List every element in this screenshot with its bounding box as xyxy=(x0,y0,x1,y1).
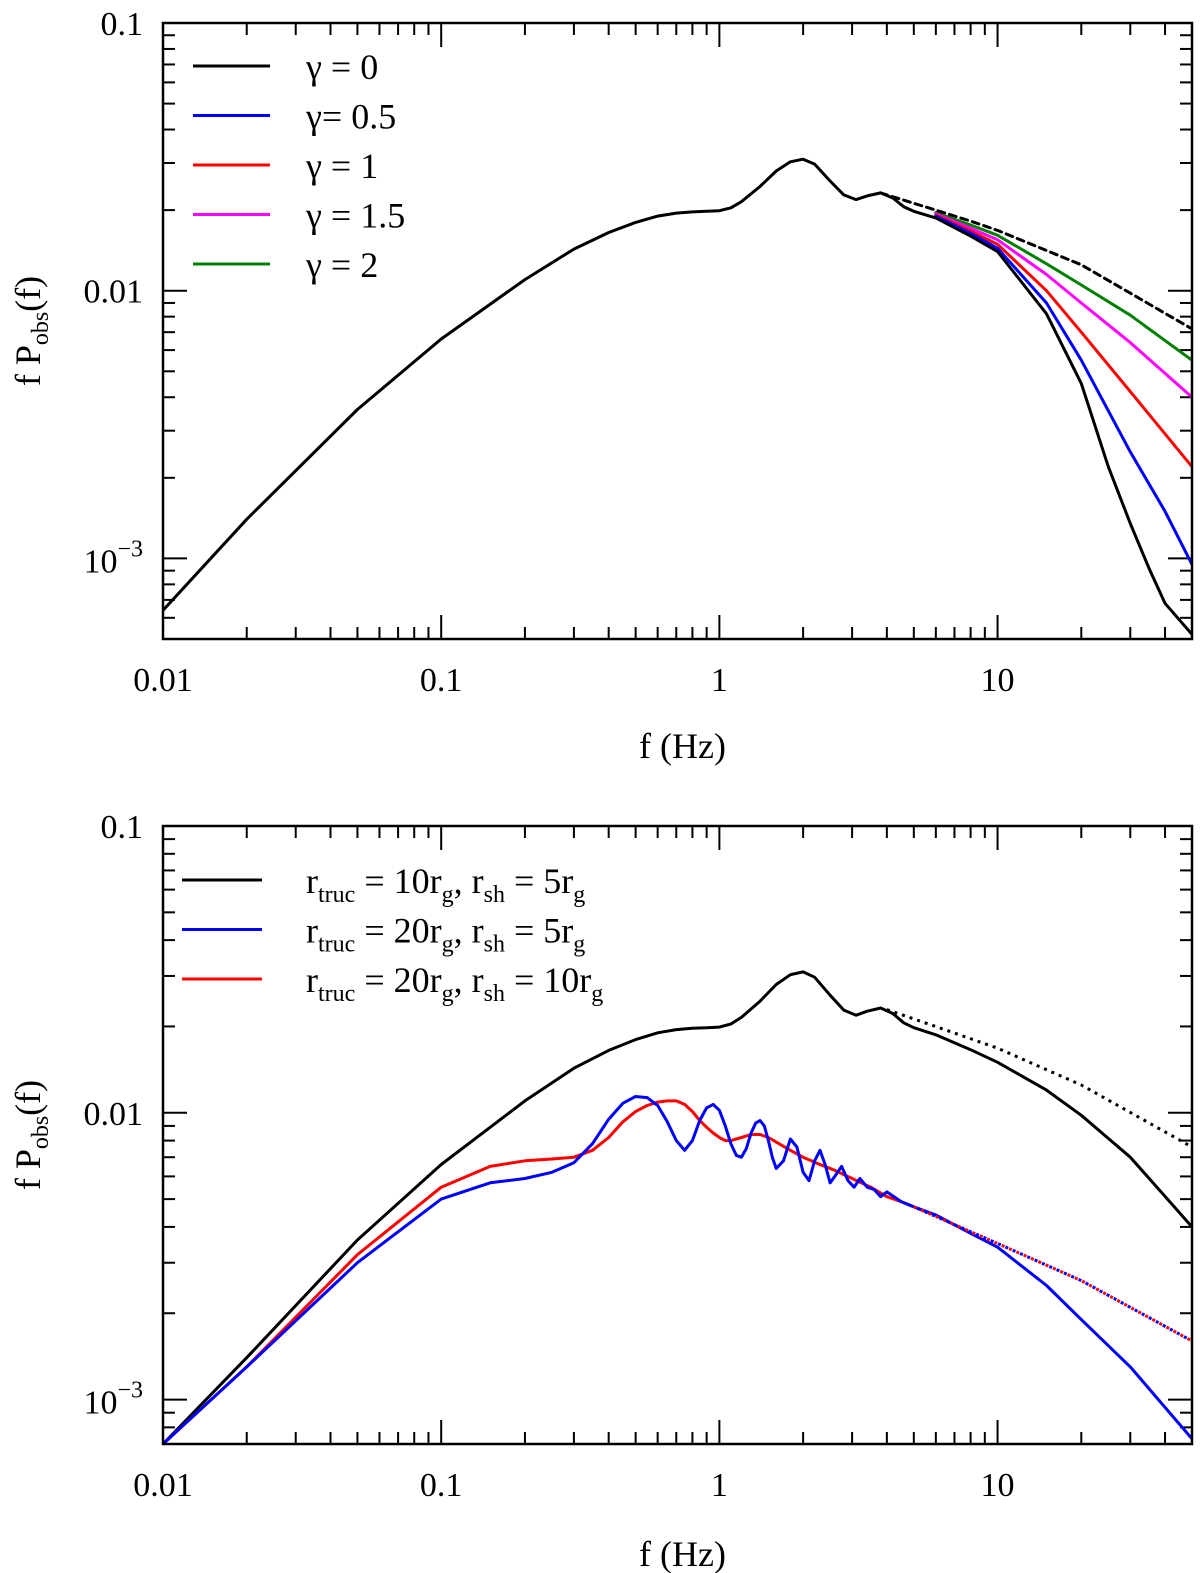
series-line-3 xyxy=(163,1099,916,1444)
legend-entry-subscript: sh xyxy=(484,981,505,1007)
series-line-5 xyxy=(879,191,1192,331)
x-axis-label: f (Hz) xyxy=(639,726,726,766)
series-line-6 xyxy=(163,157,1192,636)
legend-entry-part: , r xyxy=(454,960,484,1000)
x-tick-label: 0.01 xyxy=(133,1467,193,1504)
tick-marks xyxy=(162,22,1193,640)
legend: γ = 0 γ= 0.5 γ = 1 γ = 1.5 γ = 2 xyxy=(193,47,405,285)
series-line-4 xyxy=(934,214,1192,566)
x-tick-label: 0.1 xyxy=(420,662,463,699)
legend-entry-part: = 10r xyxy=(505,960,591,1000)
series-line-2 xyxy=(934,212,1192,399)
legend-entry: γ = 2 xyxy=(305,245,378,285)
x-axis-label: f (Hz) xyxy=(639,1534,726,1573)
legend-entry: rtruc = 20rg, rsh = 10rg xyxy=(306,960,603,1007)
x-tick-label: 10 xyxy=(981,1467,1015,1504)
y-tick-label-base: 10 xyxy=(83,543,117,580)
legend-entry: γ = 1 xyxy=(305,146,378,186)
y-tick-label-exponent: −3 xyxy=(117,536,143,562)
legend-entry-part: = 10r xyxy=(355,861,441,901)
legend-entry-subscript: g xyxy=(442,882,454,908)
y-tick-label: 0.1 xyxy=(101,6,144,43)
legend-entry-part: = 20r xyxy=(355,960,441,1000)
legend-entry-subscript: truc xyxy=(318,932,355,958)
series-line-2 xyxy=(886,1008,1192,1149)
legend-entry-part: = 5r xyxy=(505,911,573,951)
series-line-1 xyxy=(934,211,1192,362)
legend-entry-subscript: g xyxy=(573,932,585,958)
y-axis-label: f Pobs(f) xyxy=(8,1080,54,1190)
legend-entry: γ = 1.5 xyxy=(305,196,405,236)
y-axis-label-part: f P xyxy=(8,1149,48,1190)
series-line-1 xyxy=(163,970,1192,1444)
legend-entry: γ= 0.5 xyxy=(305,97,396,137)
legend-entry: γ = 0 xyxy=(305,47,378,87)
legend-entry-subscript: g xyxy=(573,882,585,908)
legend-entry-part: r xyxy=(306,861,318,901)
legend-entry-subscript: truc xyxy=(318,882,355,908)
legend-entry-part: , r xyxy=(454,911,484,951)
y-tick-label: 0.01 xyxy=(84,274,144,311)
legend-entry-subscript: g xyxy=(591,981,603,1007)
x-tick-label: 1 xyxy=(711,662,728,699)
plot-frame xyxy=(161,21,1194,641)
y-tick-label: 10−3 xyxy=(83,536,143,580)
legend-entry-part: , r xyxy=(454,861,484,901)
plot-frame xyxy=(161,824,1194,1446)
y-tick-label: 0.1 xyxy=(101,809,144,846)
legend-entry-part: = 20r xyxy=(355,911,441,951)
legend-entry-subscript: g xyxy=(442,932,454,958)
y-tick-label-exponent: −3 xyxy=(117,1378,143,1404)
legend-entry-part: r xyxy=(306,960,318,1000)
legend-entry-part: = 5r xyxy=(505,861,573,901)
legend-entry: rtruc = 20rg, rsh = 5rg xyxy=(306,911,585,958)
y-axis-label-part: (f) xyxy=(8,1080,48,1116)
y-tick-label-base: 10 xyxy=(83,1385,117,1422)
y-tick-label: 10−3 xyxy=(83,1378,143,1422)
series-line-3 xyxy=(934,213,1192,469)
legend-entry: rtruc = 10rg, rsh = 5rg xyxy=(306,861,585,908)
x-tick-label: 0.1 xyxy=(420,1467,463,1504)
data-series xyxy=(163,970,1192,1444)
legend-entry-subscript: truc xyxy=(318,981,355,1007)
tick-marks xyxy=(162,825,1193,1445)
y-axis-label-sub: obs xyxy=(28,1116,54,1149)
y-axis-label-sub: obs xyxy=(28,312,54,345)
legend-entry-subscript: sh xyxy=(484,882,505,908)
y-axis-label: f Pobs(f) xyxy=(8,276,54,386)
series-line-dotted-blue xyxy=(913,1205,1192,1343)
x-tick-label: 0.01 xyxy=(133,662,193,699)
series-line-4 xyxy=(163,1095,1192,1444)
legend-entry-subscript: g xyxy=(442,981,454,1007)
series-line-dotted-red xyxy=(913,1205,1192,1343)
x-tick-label: 10 xyxy=(981,662,1015,699)
x-tick-label: 1 xyxy=(711,1467,728,1504)
y-axis-label-part: f P xyxy=(8,345,48,386)
legend-entry-subscript: sh xyxy=(484,932,505,958)
data-series xyxy=(163,157,1192,636)
legend-entry-part: r xyxy=(306,911,318,951)
y-tick-label: 0.01 xyxy=(84,1096,144,1133)
y-axis-label-part: (f) xyxy=(8,276,48,312)
